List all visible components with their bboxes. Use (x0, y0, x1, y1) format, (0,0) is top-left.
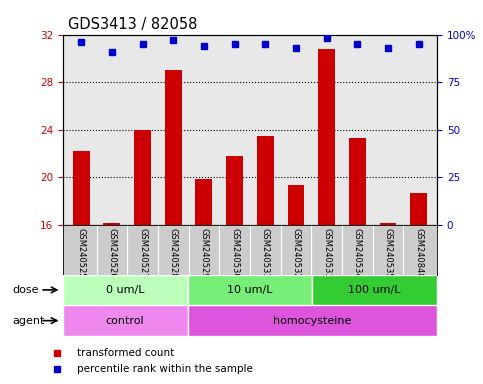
Bar (165, 70, 182, 225)
Bar (410, 192, 427, 225)
Text: GSM240531: GSM240531 (261, 228, 270, 278)
Bar (318, 49, 335, 225)
Bar (226, 156, 243, 225)
Bar (380, 223, 397, 225)
Bar (103, 223, 120, 225)
Text: GSM240533: GSM240533 (322, 228, 331, 278)
Text: dose: dose (12, 285, 39, 295)
Text: 0 um/L: 0 um/L (106, 285, 144, 295)
Text: 10 um/L: 10 um/L (227, 285, 273, 295)
Text: GSM240528: GSM240528 (169, 228, 178, 278)
Bar (287, 185, 304, 225)
Text: GSM240848: GSM240848 (414, 228, 423, 278)
Bar (257, 136, 274, 225)
Text: homocysteine: homocysteine (273, 316, 352, 326)
Text: percentile rank within the sample: percentile rank within the sample (77, 364, 253, 374)
Text: GSM240530: GSM240530 (230, 228, 239, 278)
Text: GSM240532: GSM240532 (291, 228, 300, 278)
Bar (187, 305, 437, 336)
Bar (196, 179, 213, 225)
Text: 100 um/L: 100 um/L (348, 285, 401, 295)
Bar (349, 138, 366, 225)
Bar (63, 305, 187, 336)
Text: GSM240525: GSM240525 (77, 228, 85, 278)
Bar (187, 275, 313, 305)
Text: agent: agent (12, 316, 44, 326)
Text: transformed count: transformed count (77, 348, 174, 358)
Text: GSM240529: GSM240529 (199, 228, 209, 278)
Text: control: control (106, 316, 144, 326)
Bar (73, 151, 90, 225)
Text: GDS3413 / 82058: GDS3413 / 82058 (68, 17, 197, 33)
Text: GSM240527: GSM240527 (138, 228, 147, 278)
Bar (134, 130, 151, 225)
Text: GSM240535: GSM240535 (384, 228, 393, 278)
Text: GSM240526: GSM240526 (107, 228, 116, 278)
Bar (313, 275, 437, 305)
Bar (63, 275, 187, 305)
Text: GSM240534: GSM240534 (353, 228, 362, 278)
